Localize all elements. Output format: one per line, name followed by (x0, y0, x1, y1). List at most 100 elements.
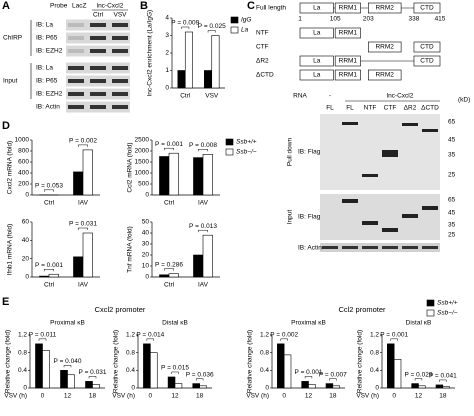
y-axis-label: Relative change (fold) (5, 330, 12, 393)
group-label: Input (3, 78, 18, 85)
legend-swatch (230, 26, 239, 34)
band (112, 79, 128, 83)
marker: 65 (448, 197, 456, 204)
bar (60, 370, 68, 389)
y-tick-label: 40 (142, 230, 150, 237)
x-tick-label: Ctrl (164, 282, 175, 289)
band (68, 105, 84, 109)
x-tick-label: Ctrl (180, 93, 191, 100)
bar (435, 384, 444, 389)
blot (320, 114, 440, 190)
band (112, 105, 128, 109)
y-tick-label: 400 (18, 170, 29, 177)
bar (283, 354, 292, 389)
x-tick-label: 0 (41, 393, 45, 400)
x-tick-label: 0 (392, 393, 396, 400)
x-tick-label: VSV (205, 93, 219, 100)
row-label: IB: EZH2 (36, 48, 63, 55)
x-tick-label: IAV (198, 282, 209, 289)
bar (92, 384, 100, 389)
bar (167, 376, 176, 389)
band (362, 221, 378, 225)
bar (177, 70, 186, 89)
lane-label: ΔCTD (421, 105, 439, 112)
band (362, 174, 378, 177)
p-value: P = 0.001 (35, 262, 63, 269)
legend-swatch (225, 148, 234, 156)
lane-label: FL (326, 105, 334, 112)
unit: (kD) (458, 97, 470, 104)
construct-name: CTF (256, 44, 269, 51)
band (422, 129, 438, 132)
legend-label: Ssb+/+ (236, 139, 257, 146)
panel-letter: B (140, 0, 148, 12)
band (68, 36, 84, 40)
y-tick-label: 4 (165, 15, 169, 22)
y-tick-label: 0.4 (18, 367, 27, 374)
domain-box (299, 27, 334, 39)
y-tick-label: 200 (18, 181, 29, 188)
lane-label: CTF (384, 105, 397, 112)
row-label: IB: P65 (36, 35, 58, 42)
p-value: P = 0.002 (69, 138, 97, 145)
chart-title: Proximal κB (291, 320, 326, 327)
domain-box (299, 2, 334, 14)
domain-label: RRM1 (339, 58, 358, 65)
y-tick-label: 1000 (15, 137, 30, 144)
bracket (207, 30, 216, 33)
header: RNA (293, 93, 307, 100)
band (68, 49, 84, 53)
bar (42, 350, 50, 389)
row-label: IB: La (36, 22, 53, 29)
bar (202, 154, 213, 196)
y-axis-label: lnc-Cxcl2 enrichment (La/IgG) (147, 10, 154, 96)
p-value: P = 0.015 (161, 365, 189, 372)
band (342, 199, 358, 203)
p-value: P = 0.025 (198, 23, 226, 30)
y-axis-label: Relative change (fold) (247, 330, 254, 393)
y-tick-label: 0.8 (370, 349, 379, 356)
legend-swatch (426, 309, 435, 317)
bracket (195, 378, 204, 381)
y-tick-label: 1000 (135, 170, 150, 177)
x-tick-label: 18 (196, 393, 204, 400)
construct-name: NTF (256, 30, 269, 37)
p-value: P = 0.031 (69, 221, 97, 228)
lane-label: Ctrl (93, 12, 104, 19)
bar (48, 273, 59, 278)
legend-label: La (241, 27, 249, 34)
p-value: P = 0.001 (155, 141, 183, 148)
band (90, 23, 106, 27)
y-tick-label: 0 (375, 385, 379, 392)
bracket (181, 26, 190, 29)
band (68, 79, 84, 83)
legend-label: Ssb+/+ (437, 300, 458, 307)
x-tick-label: 18 (89, 393, 97, 400)
x-tick-label: IAV (78, 282, 89, 289)
x-tick-label: Ctrl (44, 282, 55, 289)
p-value: P = 0.036 (186, 371, 214, 378)
y-tick-label: 60 (22, 219, 30, 226)
band (112, 49, 128, 53)
panel-letter: A (2, 0, 10, 12)
band (90, 92, 106, 96)
bar (85, 381, 93, 389)
bar (411, 383, 419, 389)
header: lnc-Cxcl2 (97, 3, 124, 10)
chart-title: Proximal κB (50, 320, 85, 327)
chart-title: Distal κB (406, 320, 432, 327)
bracket (63, 365, 72, 368)
marker: 45 (448, 210, 456, 217)
bar (193, 254, 204, 278)
domain-box (413, 55, 441, 67)
y-tick-label: 10 (142, 263, 150, 270)
y-tick-label: 0.4 (260, 367, 269, 374)
header: lnc-Cxcl2 (387, 93, 414, 100)
y-tick-label: 3 (165, 32, 169, 39)
bar (204, 70, 213, 89)
x-tick-label: 0 (282, 393, 286, 400)
band (112, 23, 128, 27)
y-tick-label: 2000 (135, 148, 150, 155)
bracket (439, 379, 447, 382)
